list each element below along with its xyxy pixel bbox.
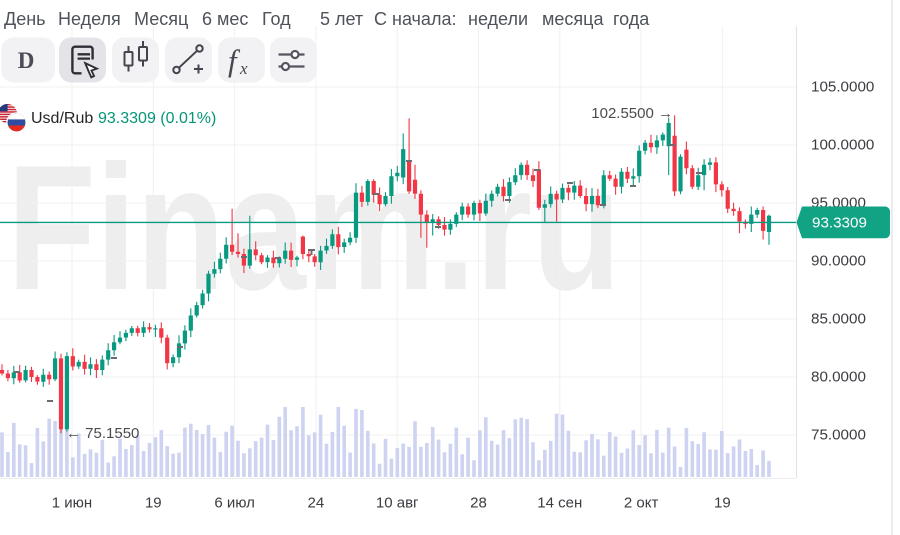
- svg-text:Год: Год: [262, 9, 291, 29]
- svg-text:Finam.ru: Finam.ru: [7, 128, 621, 327]
- svg-text:24: 24: [308, 495, 325, 512]
- svg-text:недели: недели: [468, 9, 528, 29]
- svg-text:93.3309 (0.01%): 93.3309 (0.01%): [98, 110, 216, 127]
- svg-text:2 окт: 2 окт: [624, 495, 659, 512]
- svg-text:День: День: [4, 9, 46, 29]
- svg-text:Usd/Rub: Usd/Rub: [31, 110, 93, 127]
- svg-text:19: 19: [145, 495, 162, 512]
- svg-text:100.0000: 100.0000: [811, 137, 874, 154]
- svg-text:102.5500 →: 102.5500 →: [591, 105, 673, 122]
- svg-text:6 мес: 6 мес: [202, 9, 248, 29]
- svg-text:93.3309: 93.3309: [812, 215, 867, 232]
- svg-text:года: года: [613, 9, 650, 29]
- svg-text:75.0000: 75.0000: [811, 427, 866, 444]
- svg-text:14 сен: 14 сен: [537, 495, 582, 512]
- svg-text:5 лет: 5 лет: [320, 9, 363, 29]
- svg-text:80.0000: 80.0000: [811, 369, 866, 386]
- svg-text:← 75.1550: ← 75.1550: [66, 425, 139, 442]
- svg-text:Месяц: Месяц: [134, 9, 188, 29]
- svg-text:С начала:: С начала:: [374, 9, 456, 29]
- svg-text:Неделя: Неделя: [58, 9, 121, 29]
- svg-text:6 июл: 6 июл: [214, 495, 255, 512]
- svg-text:месяца: месяца: [542, 9, 604, 29]
- svg-text:10 авг: 10 авг: [376, 495, 419, 512]
- svg-text:28: 28: [470, 495, 487, 512]
- svg-text:90.0000: 90.0000: [811, 253, 866, 270]
- svg-text:D: D: [18, 48, 35, 73]
- svg-text:x: x: [239, 59, 248, 78]
- svg-text:105.0000: 105.0000: [811, 79, 874, 96]
- svg-text:1 июн: 1 июн: [52, 495, 92, 512]
- svg-text:85.0000: 85.0000: [811, 311, 866, 328]
- svg-text:19: 19: [714, 495, 731, 512]
